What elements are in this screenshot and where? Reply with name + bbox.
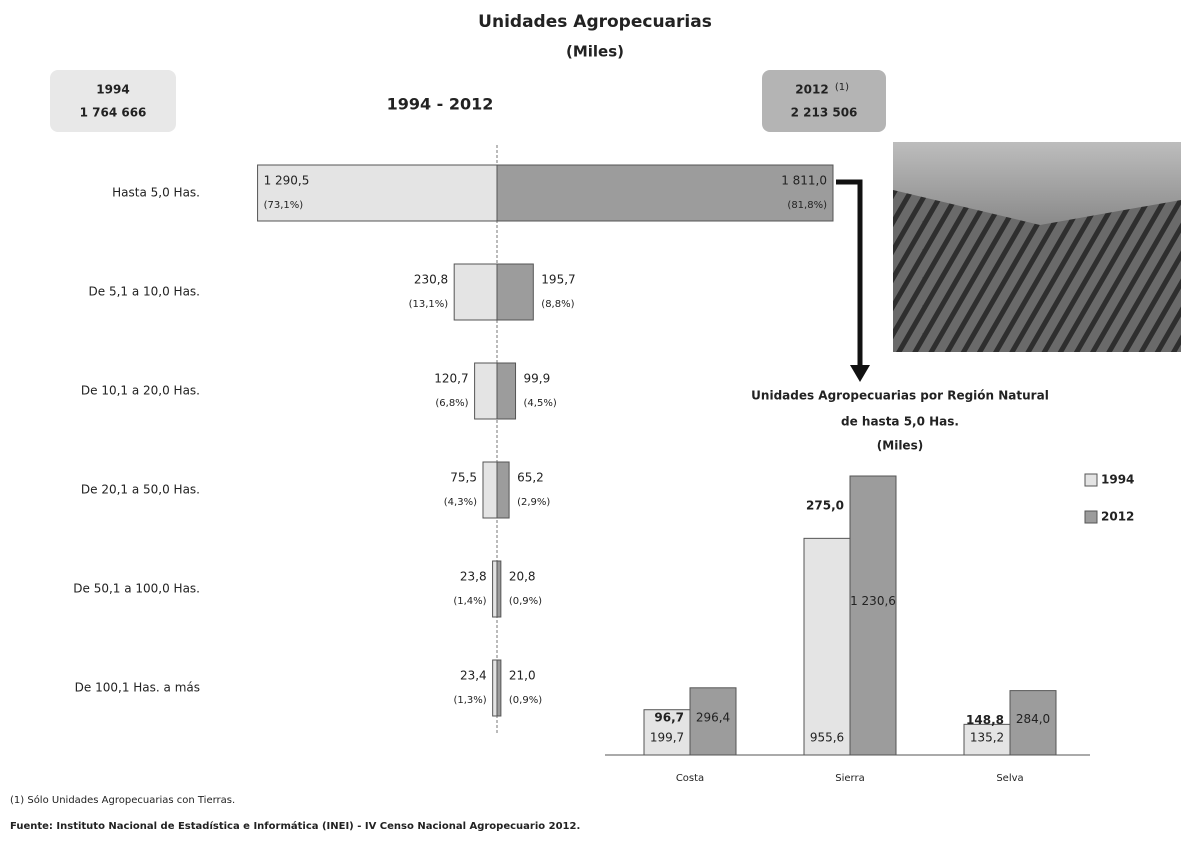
arrow-head	[850, 365, 870, 382]
legend-swatch	[1085, 511, 1097, 523]
legend-label: 1994	[1101, 473, 1134, 487]
value-label: 284,0	[1016, 712, 1050, 726]
percent-label: (2,9%)	[517, 497, 550, 508]
bar	[454, 264, 497, 320]
bar	[497, 363, 516, 419]
percent-label: (73,1%)	[264, 200, 304, 211]
bar	[475, 363, 497, 419]
category-label: De 50,1 a 100,0 Has.	[73, 582, 200, 596]
value-label: 195,7	[541, 273, 575, 287]
chart-title: de hasta 5,0 Has.	[841, 415, 959, 429]
value-label: 1 230,6	[850, 594, 896, 608]
value-label: 21,0	[509, 669, 536, 683]
value-label: 99,9	[524, 372, 551, 386]
value-label: 1 811,0	[781, 174, 827, 188]
percent-label: (1,4%)	[453, 596, 486, 607]
bar	[493, 660, 497, 716]
box-year: 2012	[795, 83, 828, 97]
percent-label: (6,8%)	[435, 398, 468, 409]
bar	[497, 660, 501, 716]
value-label: 65,2	[517, 471, 544, 485]
category-label: De 10,1 a 20,0 Has.	[81, 384, 200, 398]
chart-subtitle: (Miles)	[877, 439, 923, 453]
percent-label: (0,9%)	[509, 596, 542, 607]
legend-swatch	[1085, 474, 1097, 486]
value-label: 296,4	[696, 711, 730, 725]
footnote: (1) Sólo Unidades Agropecuarias con Tier…	[10, 794, 235, 806]
percent-label: (0,9%)	[509, 695, 542, 706]
bar	[497, 561, 501, 617]
box-year: 1994	[96, 83, 129, 97]
category-label: De 20,1 a 50,0 Has.	[81, 483, 200, 497]
value-label: 135,2	[970, 731, 1004, 745]
value-label: 23,8	[460, 570, 487, 584]
percent-label: (4,5%)	[524, 398, 557, 409]
value-label: 120,7	[434, 372, 468, 386]
value-label: 20,8	[509, 570, 536, 584]
percent-label: (1,3%)	[453, 695, 486, 706]
category-label: Hasta 5,0 Has.	[112, 186, 200, 200]
infographic: Unidades Agropecuarias (Miles) 1994 1 76…	[0, 0, 1181, 846]
category-label: De 5,1 a 10,0 Has.	[89, 285, 200, 299]
x-tick-label: Selva	[996, 773, 1023, 784]
bar	[804, 538, 850, 755]
difference-label: 275,0	[806, 499, 844, 513]
value-label: 199,7	[650, 731, 684, 745]
box-total: 1 764 666	[80, 106, 147, 120]
value-label: 955,6	[810, 731, 844, 745]
x-tick-label: Costa	[676, 773, 704, 784]
bar	[497, 462, 509, 518]
difference-label: 96,7	[654, 710, 684, 724]
value-label: 23,4	[460, 669, 487, 683]
difference-label: 148,8	[966, 713, 1004, 727]
box-2012	[762, 70, 886, 132]
legend-label: 2012	[1101, 510, 1134, 524]
box-total: 2 213 506	[791, 106, 858, 120]
value-label: 75,5	[450, 471, 477, 485]
arrow	[836, 182, 860, 368]
x-tick-label: Sierra	[835, 773, 864, 784]
box-note: (1)	[835, 82, 849, 93]
title: Unidades Agropecuarias	[478, 12, 712, 32]
bar	[497, 264, 533, 320]
source: Fuente: Instituto Nacional de Estadístic…	[10, 820, 580, 832]
chart-title: 1994 - 2012	[387, 95, 494, 114]
chart-title: Unidades Agropecuarias por Región Natura…	[751, 389, 1049, 403]
subtitle: (Miles)	[566, 43, 624, 61]
bar	[493, 561, 497, 617]
percent-label: (13,1%)	[409, 299, 449, 310]
value-label: 230,8	[414, 273, 448, 287]
percent-label: (81,8%)	[787, 200, 827, 211]
percent-label: (8,8%)	[541, 299, 574, 310]
value-label: 1 290,5	[264, 174, 310, 188]
bar	[483, 462, 497, 518]
bar	[850, 476, 896, 755]
percent-label: (4,3%)	[444, 497, 477, 508]
category-label: De 100,1 Has. a más	[75, 681, 200, 695]
box-1994	[50, 70, 176, 132]
photo	[893, 142, 1181, 352]
